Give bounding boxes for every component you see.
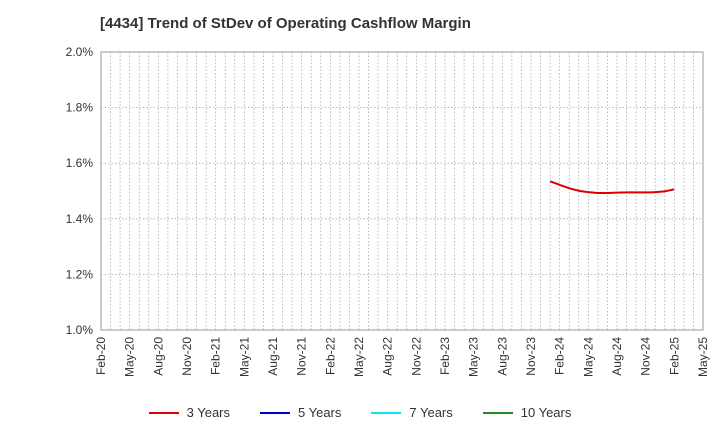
legend-label: 7 Years bbox=[409, 405, 453, 420]
x-tick-label: Aug-20 bbox=[151, 337, 165, 376]
legend-label: 10 Years bbox=[520, 405, 572, 420]
series-lines bbox=[549, 180, 675, 195]
x-axis-ticks: Feb-20 May-20 Aug-20 Nov-20 Feb-21 May-21 Aug-… bbox=[94, 337, 710, 377]
legend-item: 5 Years bbox=[260, 405, 341, 420]
x-tick-label: Aug-22 bbox=[381, 337, 395, 376]
x-tick-label: May-20 bbox=[123, 337, 137, 377]
legend-swatch bbox=[260, 411, 290, 414]
legend-label: 3 Years bbox=[186, 405, 230, 420]
legend-item: 3 Years bbox=[148, 405, 230, 420]
y-tick-label: 1.0% bbox=[66, 323, 94, 337]
legend-item: 7 Years bbox=[371, 405, 453, 420]
x-tick-label: Feb-23 bbox=[438, 337, 452, 375]
x-tick-label: Feb-21 bbox=[209, 337, 223, 375]
x-tick-label: Nov-22 bbox=[409, 337, 423, 376]
x-tick-label: May-21 bbox=[237, 337, 251, 377]
grid-lines bbox=[100, 51, 704, 331]
x-tick-label: Nov-23 bbox=[524, 337, 538, 376]
y-tick-label: 1.2% bbox=[66, 267, 94, 281]
legend-swatch bbox=[148, 411, 179, 414]
x-tick-label: Nov-20 bbox=[180, 337, 194, 376]
plot-frame bbox=[100, 51, 704, 331]
x-tick-label: May-22 bbox=[352, 337, 366, 377]
chart-title: [4434] Trend of StDev of Operating Cashf… bbox=[100, 15, 471, 32]
x-tick-label: May-24 bbox=[581, 337, 595, 377]
legend-label: 5 Years bbox=[298, 405, 342, 420]
x-tick-label: Feb-24 bbox=[553, 337, 567, 375]
x-tick-label: Nov-21 bbox=[295, 337, 309, 376]
x-tick-label: Aug-24 bbox=[610, 337, 624, 376]
legend-swatch bbox=[371, 411, 402, 414]
x-tick-label: Aug-21 bbox=[266, 337, 280, 376]
series-line-3-years bbox=[549, 180, 675, 195]
x-tick-label: Feb-25 bbox=[667, 337, 681, 375]
x-tick-label: Nov-24 bbox=[639, 337, 653, 376]
legend: 3 Years 5 Years 7 Years 10 Years bbox=[0, 405, 720, 420]
y-tick-label: 1.8% bbox=[66, 101, 94, 115]
x-tick-label: Feb-20 bbox=[94, 337, 108, 375]
x-tick-label: Feb-22 bbox=[323, 337, 337, 375]
y-tick-label: 1.4% bbox=[66, 212, 94, 226]
legend-swatch bbox=[482, 411, 513, 414]
legend-item: 10 Years bbox=[482, 405, 572, 420]
y-tick-label: 2.0% bbox=[66, 45, 94, 59]
y-axis-ticks: 1.0% 1.2% 1.4% 1.6% 1.8% 2.0% bbox=[66, 45, 94, 337]
x-tick-label: Aug-23 bbox=[495, 337, 509, 376]
x-tick-label: May-25 bbox=[696, 337, 710, 377]
y-tick-label: 1.6% bbox=[66, 156, 94, 170]
x-tick-label: May-23 bbox=[467, 337, 481, 377]
